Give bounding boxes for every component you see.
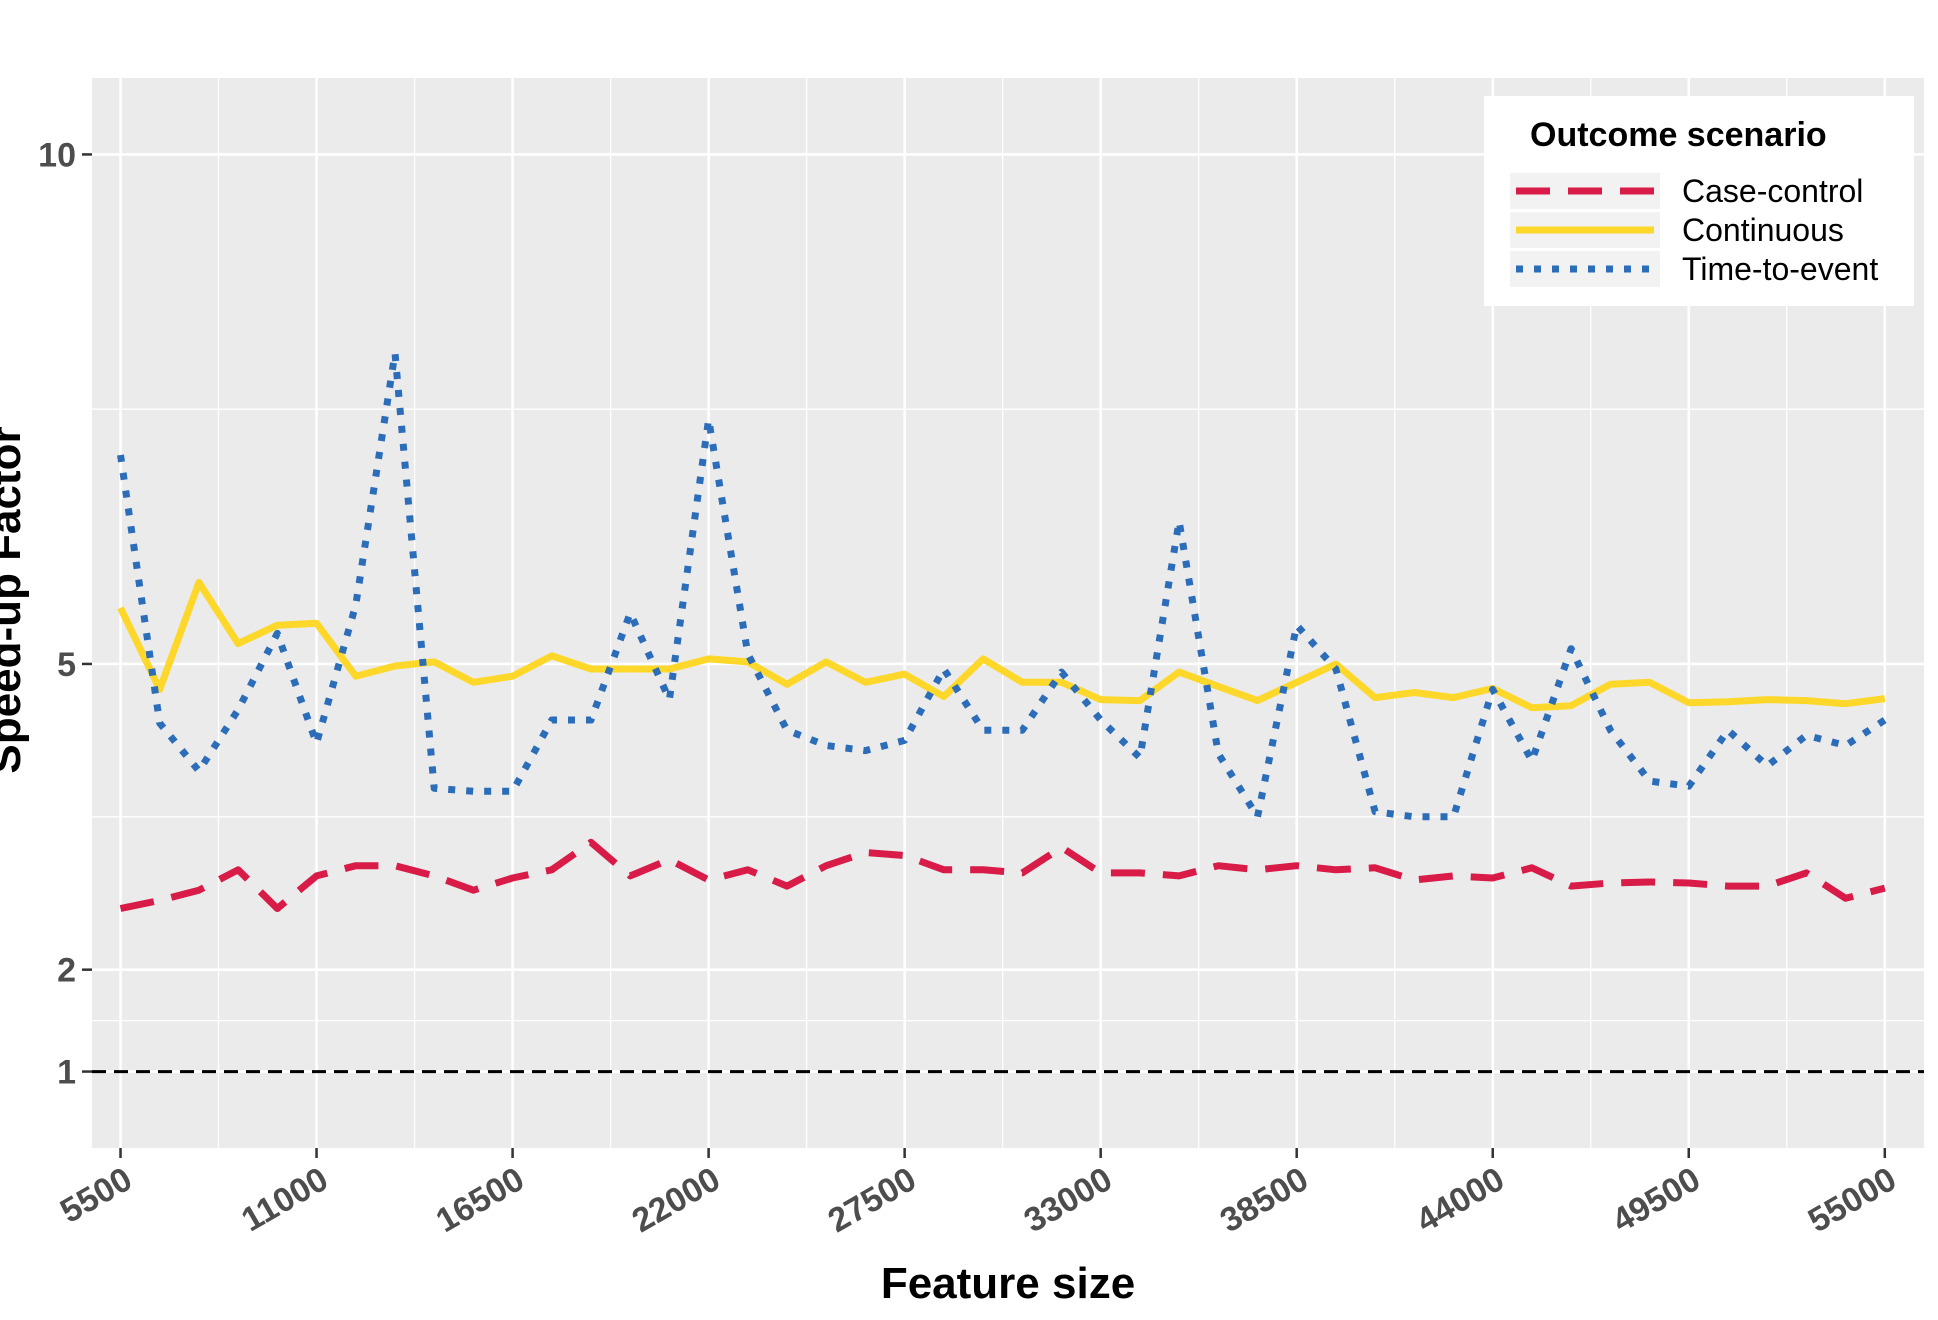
series-line-case-control [119, 838, 1886, 912]
legend-title: Outcome scenario [1530, 116, 1827, 154]
x-axis-title: Feature size [881, 1259, 1135, 1308]
x-tick-label: 5500 [54, 1160, 139, 1231]
x-tick-label: 11000 [235, 1160, 334, 1239]
legend-label: Time-to-event [1682, 251, 1878, 287]
legend-label: Continuous [1682, 212, 1844, 248]
x-tick-label: 27500 [822, 1160, 923, 1240]
x-tick-label: 55000 [1802, 1160, 1903, 1240]
y-tick-label: 1 [57, 1054, 76, 1092]
x-tick-label: 22000 [626, 1160, 727, 1240]
series-line-time-to-event [117, 349, 1887, 821]
x-tick-label: 33000 [1018, 1160, 1119, 1240]
legend: Outcome scenario Case-controlContinuousT… [1484, 96, 1914, 306]
y-axis-ticks: 1 2 5 10 [38, 136, 92, 1092]
y-axis-title: Speed-up Factor [0, 426, 30, 773]
series-lines [117, 349, 1887, 912]
x-tick-label: 49500 [1606, 1160, 1707, 1240]
legend-key-bg [1510, 251, 1660, 287]
x-tick-label: 16500 [430, 1160, 531, 1240]
x-axis-ticks: 5500 11000 16500 22000 27500 33000 38500 44000 4… [54, 1148, 1903, 1240]
y-tick-label: 10 [38, 136, 76, 174]
x-tick-label: 44000 [1410, 1160, 1511, 1240]
x-tick-label: 38500 [1214, 1160, 1315, 1240]
legend-label: Case-control [1682, 173, 1863, 209]
y-tick-label: 2 [57, 952, 76, 990]
y-tick-label: 5 [57, 646, 76, 684]
